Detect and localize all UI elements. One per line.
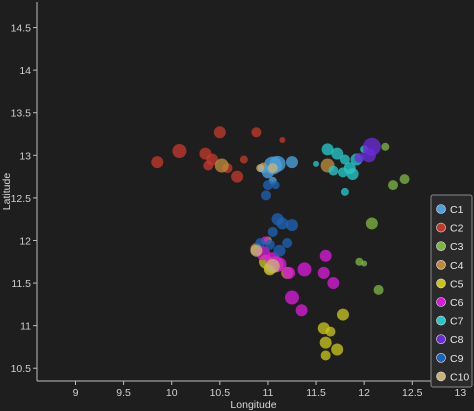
point-c7 (313, 160, 320, 167)
point-c7 (331, 147, 344, 160)
y-tick-label: 12.5 (11, 193, 32, 205)
point-c5 (331, 343, 344, 356)
point-c6 (295, 304, 308, 317)
point-c6 (283, 266, 296, 279)
point-c2 (239, 155, 248, 164)
legend-marker (436, 241, 446, 251)
point-c2 (279, 136, 286, 143)
x-tick-label: 12 (358, 387, 370, 399)
point-c9 (276, 217, 289, 230)
point-c5 (336, 308, 349, 321)
point-c5 (319, 336, 332, 349)
point-c4 (214, 158, 229, 173)
y-tick-label: 13.5 (11, 108, 32, 120)
point-c3 (381, 142, 390, 151)
point-c6 (297, 262, 312, 277)
legend-marker (436, 297, 446, 307)
x-tick-label: 9 (73, 387, 79, 399)
x-tick-label: 10.5 (210, 387, 231, 399)
x-tick-label: 12.5 (402, 387, 423, 399)
point-c9 (261, 190, 272, 201)
point-c3 (361, 260, 368, 267)
point-c7 (337, 167, 348, 178)
legend-label: C9 (450, 353, 464, 365)
point-c7 (340, 187, 349, 196)
legend-label: C2 (450, 223, 464, 235)
point-c6 (319, 249, 332, 262)
x-tick-label: 13 (455, 387, 467, 399)
legend-label: C5 (450, 278, 464, 290)
y-tick-label: 10.5 (11, 363, 32, 375)
legend: C1 C2 C3 C4 C5 C6 C7 C8 C9 C10 (430, 194, 473, 388)
point-c10 (250, 244, 263, 257)
legend-label: C10 (450, 371, 469, 383)
point-c2 (231, 170, 244, 183)
point-c9 (264, 239, 275, 250)
legend-marker (436, 278, 446, 289)
point-c3 (373, 284, 384, 295)
point-c2 (172, 144, 187, 159)
point-c9 (273, 244, 286, 257)
point-c1 (285, 156, 298, 169)
point-c3 (399, 174, 410, 185)
legend-marker (436, 334, 446, 345)
point-c3 (388, 180, 399, 191)
legend-marker (436, 204, 446, 214)
point-c7 (328, 165, 339, 176)
legend-label: C3 (450, 241, 464, 253)
x-tick-label: 11.5 (306, 387, 326, 399)
legend-label: C6 (450, 297, 464, 309)
legend-marker (436, 222, 446, 233)
point-c8 (354, 152, 365, 163)
point-c10 (256, 164, 265, 173)
point-c9 (282, 238, 293, 249)
point-c10 (265, 259, 280, 274)
data-points (151, 126, 410, 361)
legend-label: C8 (450, 334, 464, 346)
point-c9 (267, 226, 278, 237)
point-c2 (203, 160, 214, 171)
point-c10 (267, 163, 278, 174)
point-c7 (346, 168, 359, 181)
axes: 9 9.5 10 10.5 11 11.5 12 12.5 13 10.5 11 11.5 12 12.5… (11, 2, 470, 399)
point-c6 (327, 277, 340, 290)
point-c6 (284, 290, 299, 305)
y-tick-label: 14 (19, 65, 31, 77)
legend-label: C7 (450, 316, 464, 328)
y-tick-label: 11.5 (11, 278, 31, 290)
x-tick-label: 9.5 (116, 387, 131, 399)
point-c7 (339, 154, 350, 165)
point-c9 (285, 219, 298, 232)
x-tick-label: 11 (262, 387, 273, 399)
legend-label: C1 (450, 204, 464, 216)
x-tick-label: 10 (166, 387, 178, 399)
point-c7 (321, 143, 334, 156)
legend-label: C4 (450, 260, 464, 272)
y-axis-label: Latitude (1, 173, 13, 211)
point-c5 (325, 326, 336, 337)
x-axis-label: Longitude (230, 399, 276, 411)
point-c3 (365, 217, 378, 230)
legend-marker (436, 352, 446, 363)
point-c5 (320, 350, 331, 361)
point-c8 (361, 148, 376, 163)
legend-marker (436, 315, 446, 326)
point-c2 (251, 127, 262, 138)
y-tick-label: 13 (19, 150, 31, 162)
point-c2 (151, 156, 164, 169)
y-tick-label: 14.5 (11, 23, 32, 35)
point-c9 (271, 181, 280, 190)
point-c9 (262, 180, 273, 191)
y-tick-label: 12 (19, 235, 31, 247)
legend-marker (436, 371, 446, 382)
legend-marker (436, 259, 446, 270)
y-tick-label: 11 (20, 321, 31, 333)
point-c6 (317, 266, 330, 279)
point-c2 (213, 126, 226, 139)
